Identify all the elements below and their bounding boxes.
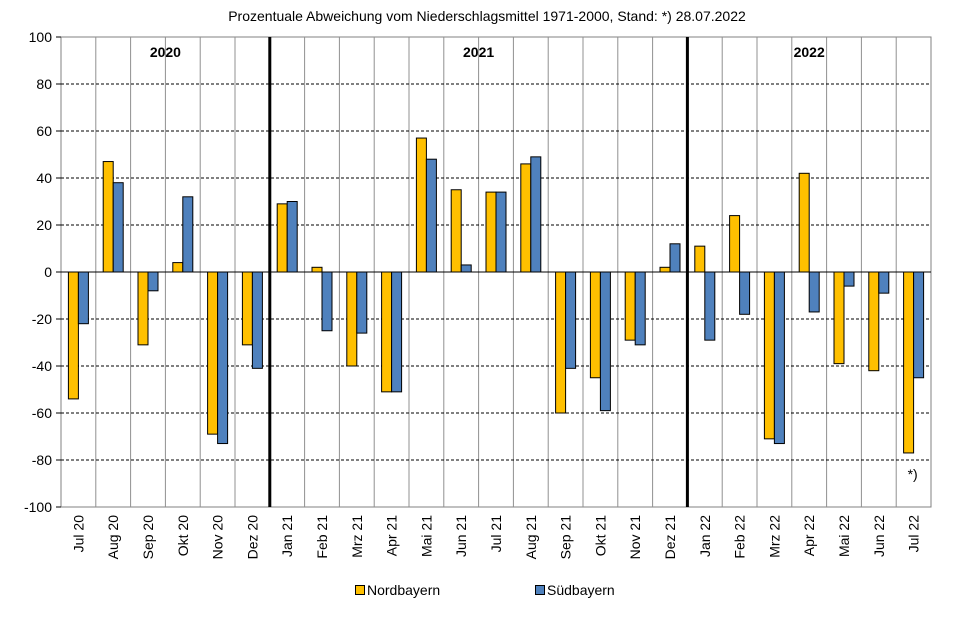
bar-nordbayern xyxy=(555,271,567,414)
y-tick-label: 20 xyxy=(36,217,52,233)
bar-suedbayern xyxy=(356,271,368,334)
legend-item-nordbayern: Nordbayern xyxy=(355,582,440,598)
bar-nordbayern xyxy=(485,191,497,273)
year-label: 2020 xyxy=(150,44,181,60)
x-tick-label: Okt 20 xyxy=(175,515,191,556)
bar-nordbayern xyxy=(207,271,219,435)
bar-nordbayern xyxy=(172,262,184,273)
bar-suedbayern xyxy=(599,271,611,412)
x-tick-label: Mrz 21 xyxy=(349,515,365,558)
x-tick-label: Jul 20 xyxy=(70,515,86,553)
x-tick-label: Nov 20 xyxy=(210,515,226,560)
bar-nordbayern xyxy=(241,271,253,346)
bar-nordbayern xyxy=(729,215,741,273)
bar-suedbayern xyxy=(843,271,855,287)
x-tick-label: Dez 20 xyxy=(244,515,260,560)
bar-nordbayern xyxy=(903,271,915,454)
x-tick-label: Feb 22 xyxy=(732,515,748,559)
bar-nordbayern xyxy=(381,271,393,393)
y-tick-label: -100 xyxy=(24,499,52,515)
bar-suedbayern xyxy=(495,191,507,273)
x-tick-label: Apr 21 xyxy=(384,515,400,556)
x-tick-label: Jun 22 xyxy=(871,515,887,557)
x-tick-label: Aug 21 xyxy=(523,515,539,560)
x-tick-label: Jul 22 xyxy=(906,515,922,553)
bar-suedbayern xyxy=(182,196,194,273)
bar-suedbayern xyxy=(425,158,437,273)
x-tick-label: Jul 21 xyxy=(488,515,504,553)
bar-suedbayern xyxy=(460,264,472,273)
x-tick-label: Mai 21 xyxy=(418,515,434,557)
bar-suedbayern xyxy=(391,271,403,393)
x-tick-label: Jun 21 xyxy=(453,515,469,557)
x-tick-label: Nov 21 xyxy=(627,515,643,560)
bar-suedbayern xyxy=(321,271,333,332)
x-tick-label: Mai 22 xyxy=(836,515,852,557)
x-tick-label: Dez 21 xyxy=(662,515,678,560)
x-tick-label: Okt 21 xyxy=(592,515,608,556)
y-tick-label: -60 xyxy=(32,405,52,421)
bar-nordbayern xyxy=(763,271,775,440)
bar-suedbayern xyxy=(251,271,263,369)
bar-suedbayern xyxy=(147,271,159,292)
x-tick-label: Mrz 22 xyxy=(766,515,782,558)
year-label: 2021 xyxy=(463,44,494,60)
bar-nordbayern xyxy=(311,266,323,273)
bar-nordbayern xyxy=(659,266,671,273)
bar-nordbayern xyxy=(415,137,427,273)
y-tick-label: 60 xyxy=(36,123,52,139)
legend-item-suedbayern: Südbayern xyxy=(535,582,615,598)
y-tick-label: 40 xyxy=(36,170,52,186)
bar-nordbayern xyxy=(102,161,114,273)
bar-suedbayern xyxy=(913,271,925,379)
bar-suedbayern xyxy=(217,271,229,445)
bar-suedbayern xyxy=(739,271,751,315)
x-tick-label: Sep 21 xyxy=(558,515,574,560)
bar-suedbayern xyxy=(878,271,890,294)
x-tick-label: Apr 22 xyxy=(801,515,817,556)
y-tick-label: 0 xyxy=(44,264,52,280)
bar-suedbayern xyxy=(565,271,577,369)
legend-swatch-nordbayern xyxy=(355,585,365,595)
x-tick-label: Sep 20 xyxy=(140,515,156,560)
bar-suedbayern xyxy=(773,271,785,445)
bar-nordbayern xyxy=(833,271,845,365)
bar-nordbayern xyxy=(694,245,706,273)
bar-suedbayern xyxy=(77,271,89,325)
bar-nordbayern xyxy=(868,271,880,372)
x-tick-label: Aug 20 xyxy=(105,515,121,560)
bar-nordbayern xyxy=(520,163,532,273)
bar-suedbayern xyxy=(634,271,646,346)
annotation-asterisk: *) xyxy=(908,466,918,482)
bar-nordbayern xyxy=(276,203,288,273)
bar-suedbayern xyxy=(530,156,542,273)
chart-title: Prozentuale Abweichung vom Niederschlags… xyxy=(228,8,746,24)
x-tick-label: Jan 22 xyxy=(697,515,713,557)
x-tick-label: Feb 21 xyxy=(314,515,330,559)
bar-nordbayern xyxy=(798,172,810,273)
bar-suedbayern xyxy=(704,271,716,341)
legend-label-nordbayern: Nordbayern xyxy=(367,582,441,598)
y-tick-label: -80 xyxy=(32,452,52,468)
legend-label-suedbayern: Südbayern xyxy=(547,582,615,598)
bar-nordbayern xyxy=(589,271,601,379)
bar-suedbayern xyxy=(112,182,124,273)
bar-nordbayern xyxy=(624,271,636,341)
bar-nordbayern xyxy=(67,271,79,400)
x-tick-label: Jan 21 xyxy=(279,515,295,557)
year-label: 2022 xyxy=(794,44,825,60)
bar-suedbayern xyxy=(669,243,681,273)
bar-nordbayern xyxy=(450,189,462,273)
bar-nordbayern xyxy=(137,271,149,346)
y-tick-label: -20 xyxy=(32,311,52,327)
y-tick-label: -40 xyxy=(32,358,52,374)
y-tick-label: 100 xyxy=(29,29,53,45)
bar-suedbayern xyxy=(286,201,298,273)
y-tick-label: 80 xyxy=(36,76,52,92)
bar-suedbayern xyxy=(808,271,820,313)
bar-nordbayern xyxy=(346,271,358,367)
legend-swatch-suedbayern xyxy=(535,585,545,595)
